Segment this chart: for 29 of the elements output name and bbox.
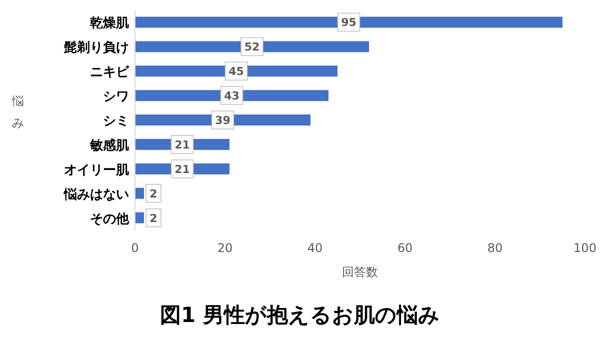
data-label: 2 [150, 212, 158, 225]
x-tick-label: 0 [131, 241, 139, 255]
y-tick-label: 乾燥肌 [90, 16, 129, 32]
y-tick-label: ニキビ [90, 65, 130, 80]
data-label: 21 [174, 138, 190, 152]
data-label: 95 [341, 16, 356, 30]
x-tick-label: 80 [487, 241, 503, 255]
y-tick-label: その他 [90, 212, 130, 227]
y-tick-label: オイリー肌 [64, 162, 129, 178]
data-label: 52 [244, 40, 260, 54]
y-tick-label: シミ [103, 114, 129, 129]
data-label: 39 [215, 114, 230, 127]
bar [135, 212, 144, 224]
y-axis-title: 悩み [11, 94, 24, 130]
x-tick-label: 100 [574, 241, 596, 255]
x-axis-title: 回答数 [342, 265, 378, 279]
data-label: 43 [224, 90, 240, 103]
data-label: 2 [150, 187, 158, 200]
x-tick-label: 40 [307, 241, 323, 255]
x-tick-label: 20 [217, 241, 233, 255]
x-tick-label: 60 [397, 241, 413, 255]
bar [135, 188, 144, 199]
y-tick-label: 敏感肌 [89, 137, 129, 154]
y-tick-label: 悩みはない [63, 187, 129, 202]
text: 図1 男性が抱えるお肌の悩み [160, 303, 440, 327]
y-tick-label: シワ [103, 90, 129, 105]
data-label: 45 [228, 65, 244, 78]
y-tick-label: 髭剃り負け [63, 40, 129, 56]
data-label: 21 [174, 162, 190, 176]
